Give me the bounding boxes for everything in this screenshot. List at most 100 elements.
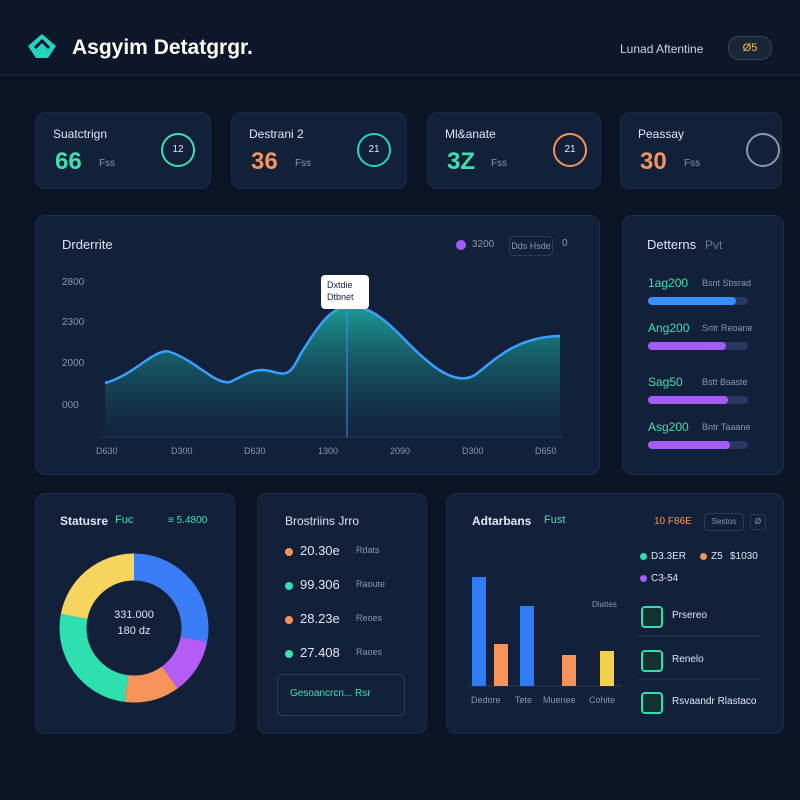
legend-label: $1030 — [730, 551, 758, 562]
bar — [562, 655, 576, 686]
header — [0, 0, 800, 76]
kpi-value: 66 — [55, 148, 82, 175]
x-label: D300 — [171, 446, 193, 456]
list-dot — [285, 650, 293, 658]
y-label: 2300 — [62, 317, 85, 328]
item-label[interactable]: Rsvaandr Rlastaco — [672, 696, 757, 707]
donut-segment — [59, 553, 209, 703]
list-value: 28.23e — [300, 611, 340, 626]
x-label: D300 — [462, 446, 484, 456]
list-panel — [257, 493, 427, 734]
list-button[interactable] — [277, 674, 405, 716]
row-label: Sag50 — [648, 375, 683, 389]
bar — [472, 577, 486, 686]
progress-bar — [648, 297, 736, 305]
bar-label: Dedore — [471, 695, 501, 705]
legend-label: 3200 — [472, 239, 495, 250]
side-value: ≡ 5.4800 — [168, 515, 208, 526]
donut-center: 331.000 — [114, 609, 154, 621]
list-dot — [285, 582, 293, 590]
bar-label: Cohite — [589, 695, 616, 705]
kpi-label: Peassay — [638, 127, 685, 141]
filter-button[interactable]: Sestos — [704, 513, 744, 531]
donut-segment — [59, 553, 209, 703]
kpi-label: Suatctrign — [53, 127, 108, 141]
progress-bar — [648, 441, 730, 449]
kpi-unit: Fss — [295, 158, 312, 169]
kpi-badge: 21 — [553, 133, 587, 167]
item-icon — [641, 650, 663, 672]
donut-center: 180 dz — [117, 625, 151, 637]
code-label: 10 F86E — [654, 516, 692, 527]
panel-tag: Fust — [544, 514, 566, 526]
row-note: Bntr Taaane — [702, 422, 751, 432]
legend-dot — [700, 553, 707, 560]
progress-bar — [648, 396, 728, 404]
filter-button[interactable]: Dds Hsde — [509, 236, 553, 256]
panel-title: Adtarbans — [472, 514, 532, 528]
area — [105, 306, 560, 437]
x-label: D630 — [244, 446, 266, 456]
x-label: 2090 — [390, 446, 411, 456]
row-note: Sntr Reoane — [702, 323, 753, 333]
y-label: 2800 — [62, 277, 85, 288]
panel-title: Statusre — [60, 514, 109, 528]
row-note: Bsnt Sbsrad — [702, 278, 752, 288]
row-label: 1ag200 — [648, 276, 689, 290]
legend-dot — [640, 553, 647, 560]
list-note: Rdats — [356, 545, 380, 555]
filter-icon[interactable]: 0 — [562, 238, 568, 249]
x-label: D630 — [96, 446, 118, 456]
kpi-label: Destrani 2 — [249, 127, 304, 141]
x-label: 1300 — [318, 446, 339, 456]
legend-label: Z5 — [711, 551, 723, 562]
user-name[interactable]: Lunad Aftentine — [620, 42, 704, 56]
legend-label: C3-54 — [651, 573, 679, 584]
panel-title: Detterns — [647, 237, 697, 252]
badge[interactable]: Ø5 — [728, 36, 772, 60]
legend-dot — [456, 240, 466, 250]
panel-title: Drderrite — [62, 237, 113, 252]
bar-label: Muenee — [543, 695, 576, 705]
list-dot — [285, 616, 293, 624]
bar-note: Diattes — [592, 600, 617, 609]
kpi-value: 30 — [640, 148, 667, 175]
tooltip-text: Dtbnet — [327, 292, 354, 302]
bar — [600, 651, 614, 686]
kpi-unit: Fss — [491, 158, 508, 169]
row-note: Bstt Bsaste — [702, 377, 748, 387]
app-title: Asgyim Detatgrgr. — [72, 36, 253, 59]
area-line — [104, 305, 561, 385]
kpi-badge: 21 — [357, 133, 391, 167]
bar — [520, 606, 534, 686]
kpi-label: Ml&anate — [445, 127, 496, 141]
list-note: Raoes — [356, 647, 383, 657]
filter-icon[interactable]: Ø — [750, 514, 766, 530]
list-dot — [285, 548, 293, 556]
tooltip — [321, 275, 369, 309]
list-note: Reoes — [356, 613, 383, 623]
panel-title: Brostriins Jrro — [285, 514, 360, 528]
kpi-badge — [746, 133, 780, 167]
row-label: Ang200 — [648, 321, 690, 335]
item-label[interactable]: Renelo — [672, 654, 704, 665]
logo — [28, 34, 56, 58]
kpi-unit: Fss — [99, 158, 116, 169]
item-label[interactable]: Prsereo — [672, 610, 708, 621]
trend-chart — [100, 275, 563, 438]
panel-tag: Fuc — [115, 514, 134, 526]
list-note: Raoute — [356, 579, 386, 589]
kpi-badge: 12 — [161, 133, 195, 167]
donut-segment — [59, 553, 209, 703]
list-value: 20.30e — [300, 543, 340, 558]
panel-tag: Pvt — [705, 238, 723, 252]
list-value: 27.408 — [300, 645, 340, 660]
button-label[interactable]: Gesoancrcn... Rsr — [290, 688, 371, 699]
legend-label: D3.3ER — [651, 551, 687, 562]
item-icon — [641, 692, 663, 714]
kpi-unit: Fss — [684, 158, 701, 169]
tooltip-text: Dxtdie — [327, 280, 353, 290]
list-value: 99.306 — [300, 577, 340, 592]
activity-panel — [446, 493, 784, 734]
